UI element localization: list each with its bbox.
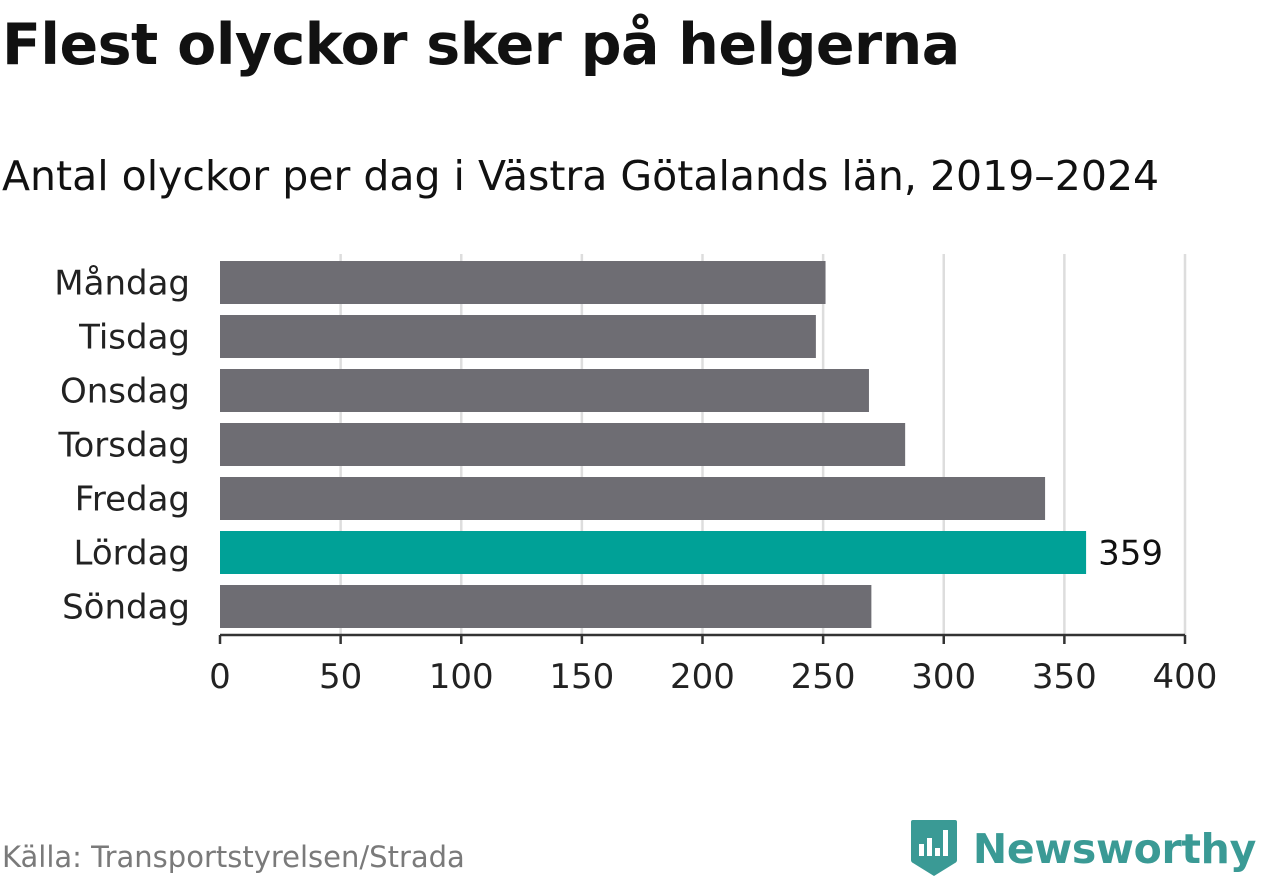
category-label: Tisdag — [78, 318, 190, 358]
category-label: Lördag — [73, 534, 190, 574]
x-tick-label: 250 — [791, 657, 856, 697]
x-tick-label: 350 — [1032, 657, 1097, 697]
chart-subtitle: Antal olyckor per dag i Västra Götalands… — [2, 152, 1160, 200]
bar — [220, 369, 869, 412]
bar — [220, 531, 1087, 574]
bar — [220, 315, 816, 358]
x-tick-label: 400 — [1153, 657, 1218, 697]
x-tick-label: 150 — [549, 657, 614, 697]
category-label: Söndag — [62, 588, 190, 628]
x-tick-label: 100 — [429, 657, 494, 697]
data-label: 359 — [1098, 534, 1163, 574]
chart-title: Flest olyckor sker på helgerna — [2, 12, 960, 78]
category-label: Onsdag — [60, 372, 190, 412]
category-label: Torsdag — [58, 426, 190, 466]
category-label: Måndag — [54, 264, 190, 304]
category-label: Fredag — [75, 480, 190, 520]
brand: Newsworthy — [909, 818, 1256, 880]
bar — [220, 261, 826, 304]
x-tick-label: 50 — [319, 657, 362, 697]
brand-name: Newsworthy — [972, 825, 1256, 873]
bar — [220, 477, 1046, 520]
bar — [220, 585, 872, 628]
x-tick-label: 0 — [209, 657, 231, 697]
source-note: Källa: Transportstyrelsen/Strada — [2, 840, 465, 874]
x-tick-label: 200 — [670, 657, 735, 697]
x-tick-label: 300 — [911, 657, 976, 697]
bar — [220, 423, 906, 466]
newsworthy-logo-icon — [910, 820, 957, 876]
bar-chart: Måndag Tisdag Onsdag Torsdag Fredag Lördag Sön… — [54, 254, 1218, 697]
